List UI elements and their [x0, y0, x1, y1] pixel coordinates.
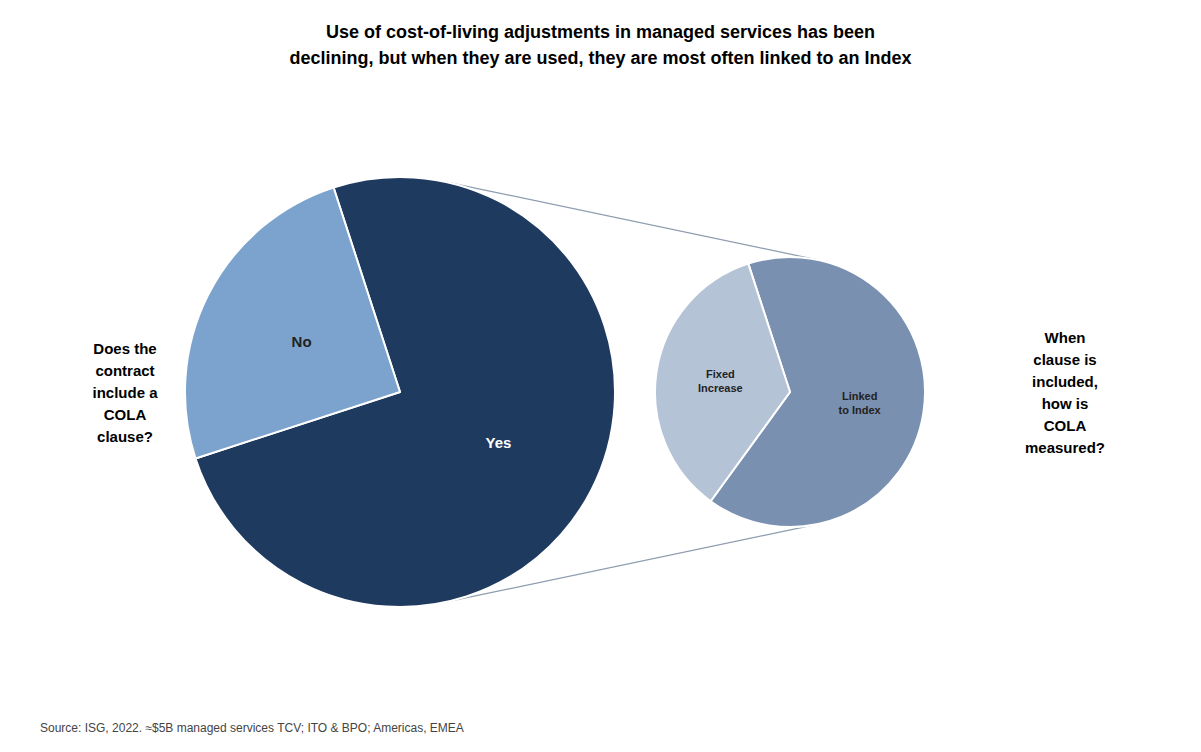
svg-text:contract: contract	[95, 362, 154, 379]
svg-text:Source: ISG, 2022. ≈$5B manage: Source: ISG, 2022. ≈$5B managed services…	[40, 721, 464, 735]
svg-text:Fixed: Fixed	[706, 368, 735, 380]
svg-text:No: No	[292, 333, 312, 350]
svg-text:how is: how is	[1042, 395, 1089, 412]
svg-text:measured?: measured?	[1025, 439, 1105, 456]
svg-text:clause is: clause is	[1033, 351, 1096, 368]
svg-text:Use of cost-of-living adjustme: Use of cost-of-living adjustments in man…	[326, 22, 875, 42]
svg-text:Yes: Yes	[486, 434, 512, 451]
svg-text:include a: include a	[92, 384, 158, 401]
svg-text:Linked: Linked	[842, 390, 877, 402]
svg-text:Increase: Increase	[698, 382, 743, 394]
svg-text:COLA: COLA	[1044, 417, 1087, 434]
svg-text:declining, but when they are u: declining, but when they are used, they …	[289, 48, 911, 68]
svg-text:clause?: clause?	[97, 428, 153, 445]
svg-text:COLA: COLA	[104, 406, 147, 423]
svg-text:When: When	[1045, 329, 1086, 346]
svg-text:to Index: to Index	[839, 404, 882, 416]
svg-text:included,: included,	[1032, 373, 1098, 390]
svg-text:Does the: Does the	[93, 340, 156, 357]
